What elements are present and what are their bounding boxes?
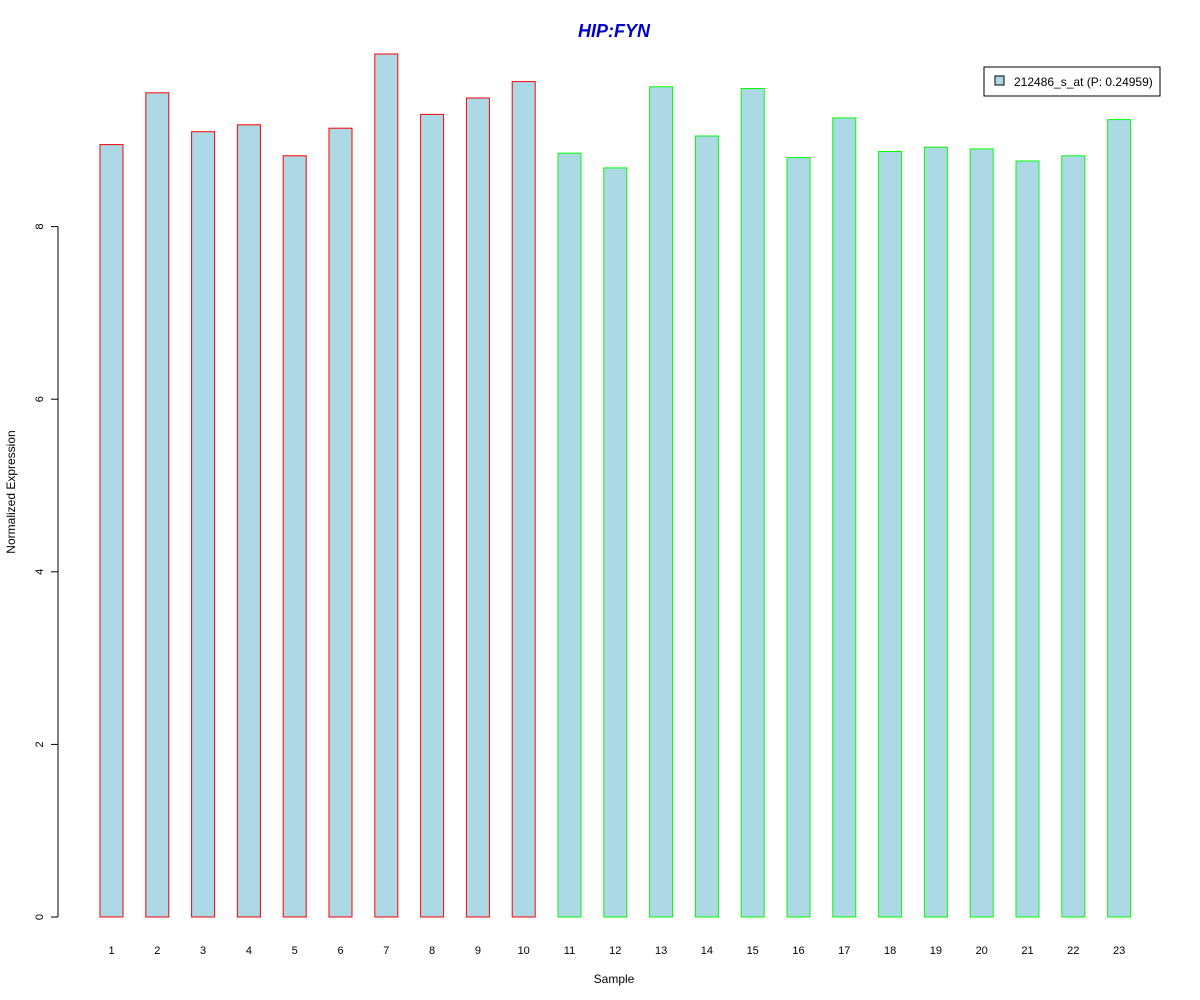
bar-sample-12 xyxy=(603,167,628,918)
y-axis-label: Normalized Expression xyxy=(4,430,18,553)
x-axis-label: Sample xyxy=(594,972,635,986)
x-tick-label: 14 xyxy=(701,945,713,957)
x-tick-label: 5 xyxy=(292,945,298,957)
x-tick-label: 23 xyxy=(1113,945,1125,957)
bar-sample-5 xyxy=(282,155,307,918)
x-tick-label: 17 xyxy=(838,945,850,957)
x-tick-label: 1 xyxy=(108,945,114,957)
legend-box xyxy=(983,66,1161,97)
x-tick-label: 18 xyxy=(884,945,896,957)
bar-sample-16 xyxy=(786,157,811,918)
y-tick-label: 2 xyxy=(34,741,46,747)
y-axis: 0 2 4 6 8 xyxy=(34,224,59,920)
bar-sample-22 xyxy=(1061,155,1086,918)
bar-sample-23 xyxy=(1107,119,1132,918)
bar-sample-10 xyxy=(511,81,536,918)
x-tick-label: 19 xyxy=(930,945,942,957)
x-tick-label: 15 xyxy=(747,945,759,957)
x-tick-label: 3 xyxy=(200,945,206,957)
x-tick-label: 7 xyxy=(383,945,389,957)
x-tick-label: 11 xyxy=(564,945,575,957)
chart-title: HIP:FYN xyxy=(578,21,651,41)
x-tick-label: 20 xyxy=(976,945,988,957)
bar-sample-8 xyxy=(420,113,445,918)
x-tick-label: 2 xyxy=(154,945,160,957)
legend: 212486_s_at (P: 0.24959) xyxy=(983,66,1161,97)
x-tick-labels: 1 2 3 4 5 6 7 8 9 10 11 12 13 14 15 16 17 18 19 20 21 22 23 xyxy=(108,945,1125,957)
x-tick-label: 9 xyxy=(475,945,481,957)
bar-sample-4 xyxy=(236,124,261,918)
legend-label: 212486_s_at (P: 0.24959) xyxy=(1014,75,1153,89)
x-tick-label: 4 xyxy=(246,945,252,957)
y-ticks: 0 2 4 6 8 xyxy=(34,224,58,920)
bar-sample-3 xyxy=(191,131,216,918)
y-tick-label: 8 xyxy=(34,224,46,230)
bar-sample-17 xyxy=(832,117,857,918)
x-tick-label: 21 xyxy=(1021,945,1033,957)
bar-sample-2 xyxy=(145,92,170,918)
y-tick-label: 4 xyxy=(34,569,46,575)
bar-sample-6 xyxy=(328,127,353,918)
y-tick-label: 6 xyxy=(34,396,46,402)
bar-sample-20 xyxy=(969,148,994,918)
x-tick-label: 6 xyxy=(337,945,343,957)
bar-sample-13 xyxy=(649,86,674,918)
bar-sample-9 xyxy=(465,97,490,918)
bar-sample-19 xyxy=(923,146,948,918)
x-tick-label: 8 xyxy=(429,945,435,957)
bar-sample-21 xyxy=(1015,160,1040,918)
legend-swatch xyxy=(994,75,1005,86)
bar-sample-15 xyxy=(740,88,765,918)
x-tick-label: 10 xyxy=(518,945,530,957)
bar-sample-1 xyxy=(99,144,124,918)
bar-sample-7 xyxy=(374,53,399,918)
x-tick-label: 12 xyxy=(609,945,621,957)
bars-group xyxy=(99,53,1132,918)
bar-sample-11 xyxy=(557,152,582,918)
x-tick-label: 16 xyxy=(792,945,804,957)
bar-sample-14 xyxy=(694,135,719,918)
bar-sample-18 xyxy=(878,151,903,918)
x-tick-label: 22 xyxy=(1067,945,1079,957)
x-tick-label: 13 xyxy=(655,945,667,957)
y-tick-label: 0 xyxy=(34,914,46,920)
